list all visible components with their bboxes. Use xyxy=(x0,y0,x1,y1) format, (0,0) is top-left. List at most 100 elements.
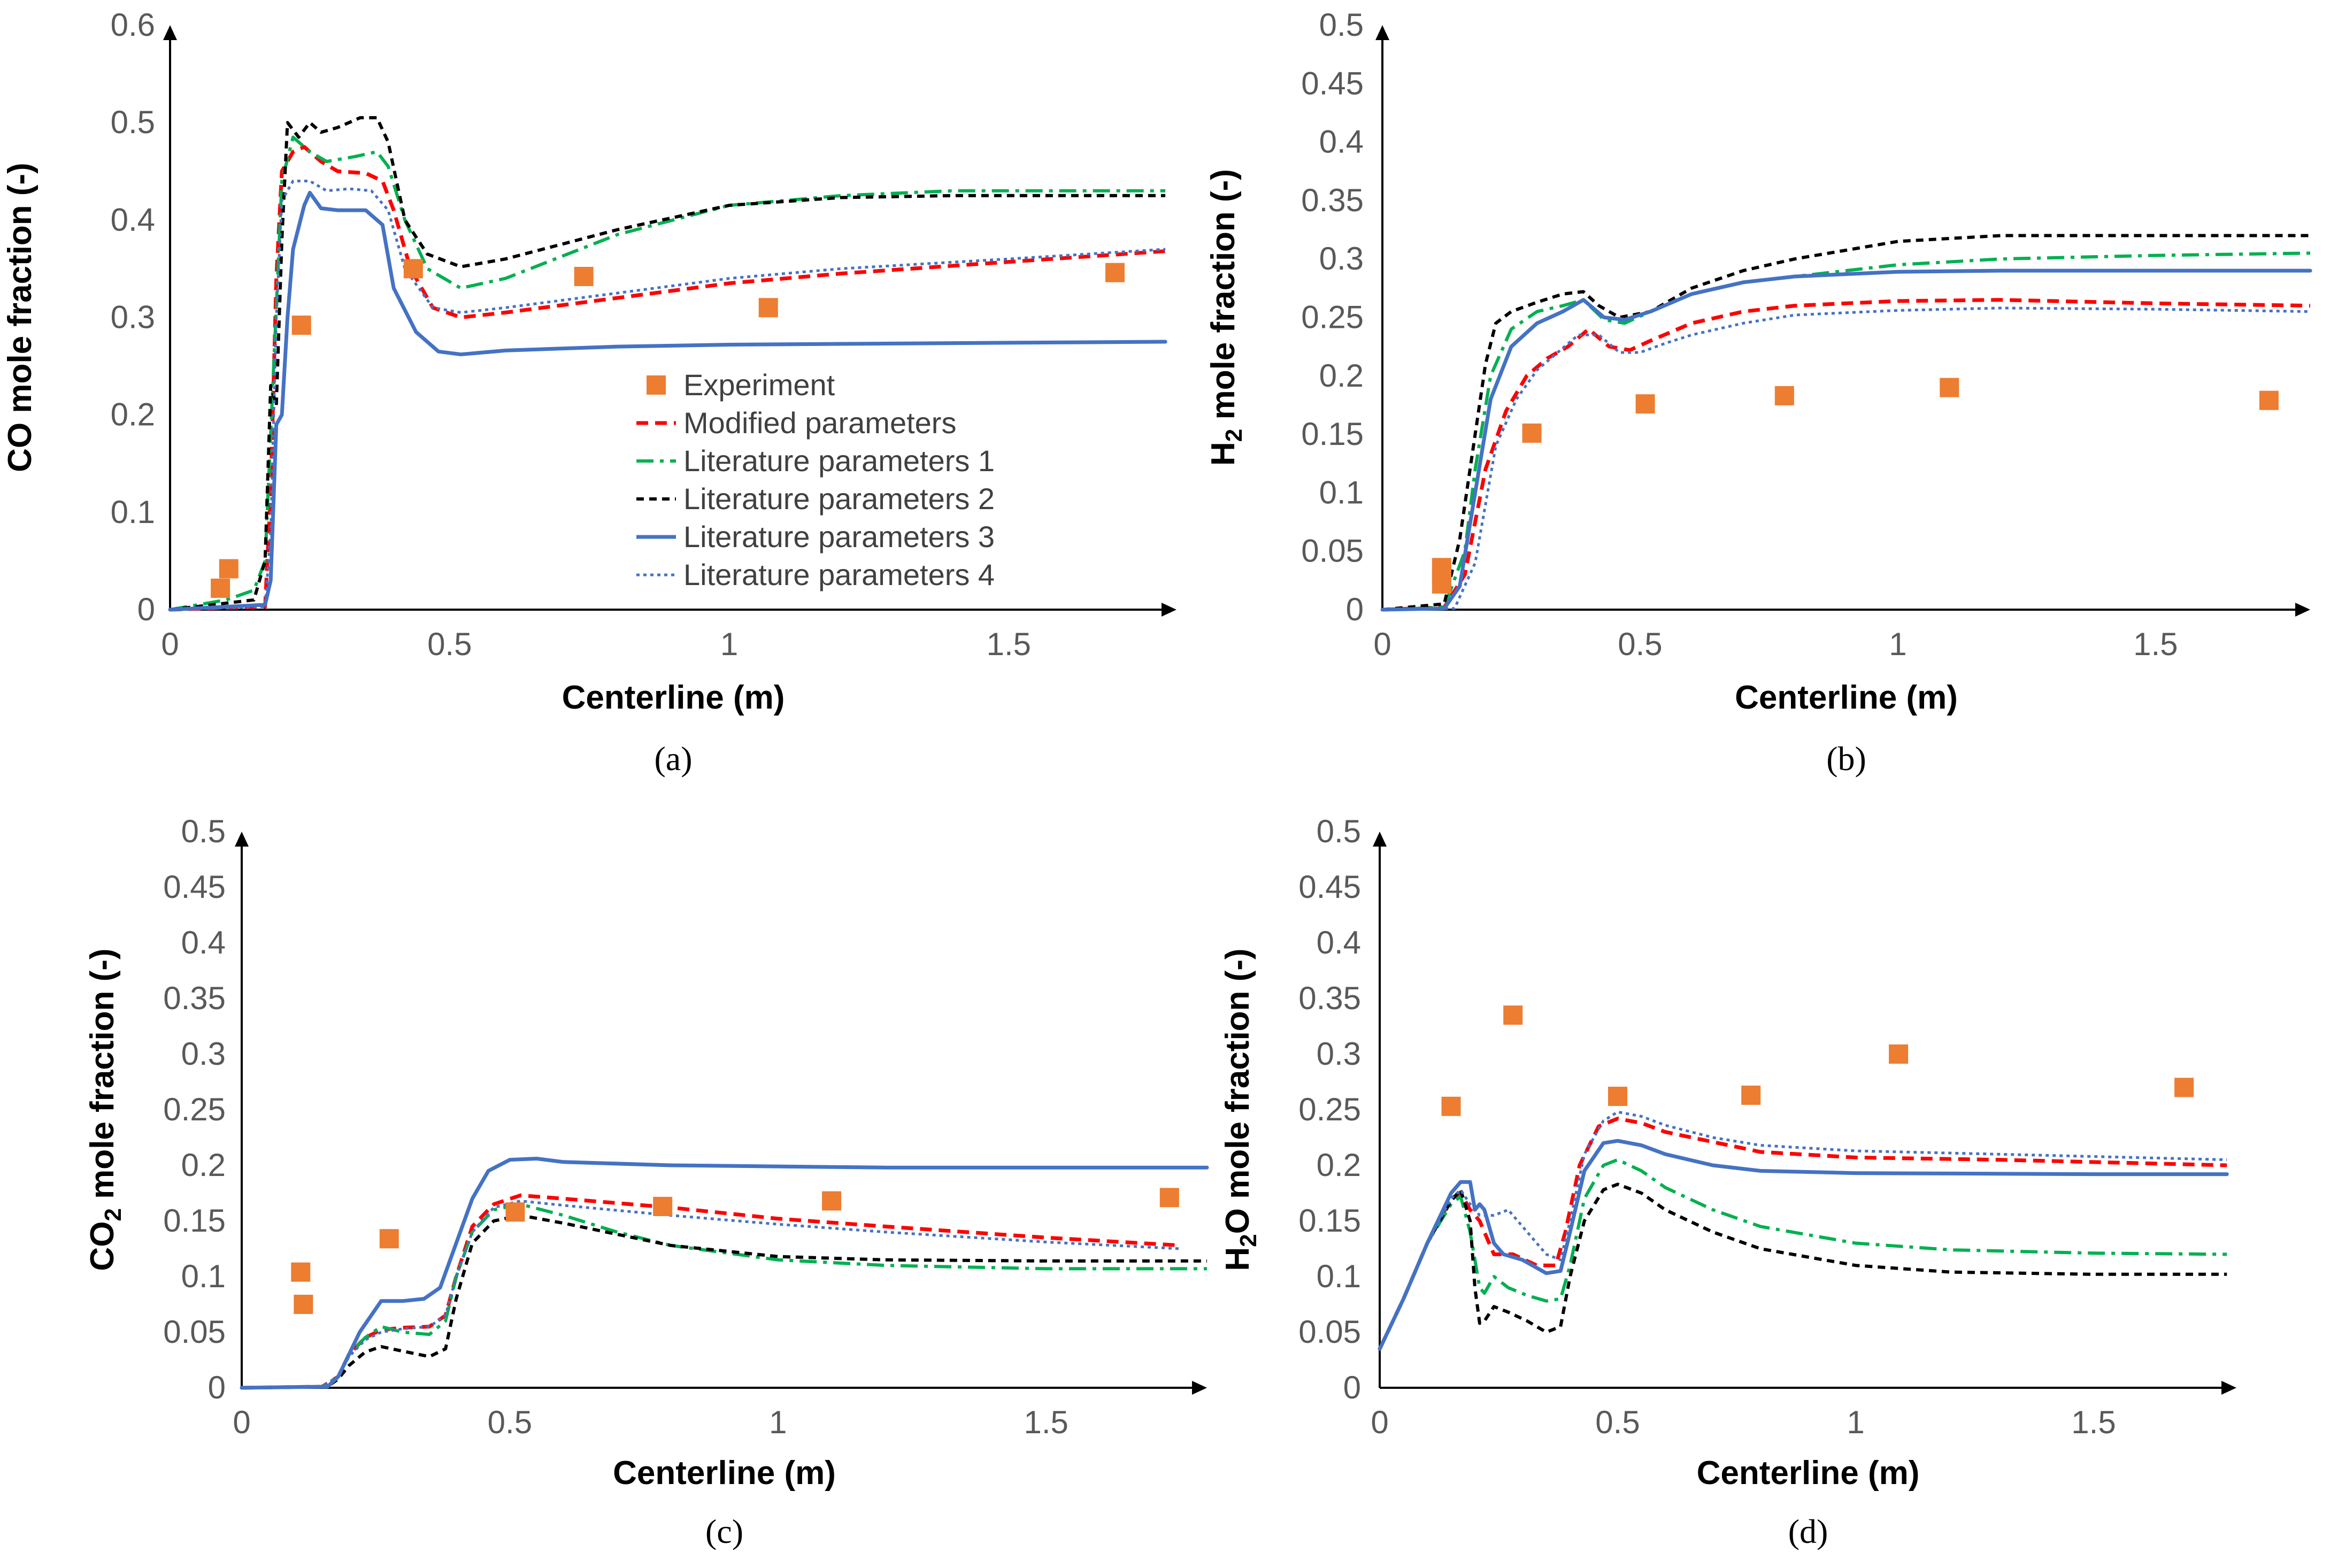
y-axis-arrow xyxy=(235,832,249,847)
y-tick-label: 0.35 xyxy=(1301,182,1364,218)
y-tick-label: 0 xyxy=(137,591,155,627)
series-line-literature-parameters-4 xyxy=(241,1200,1181,1389)
y-tick-label: 0.5 xyxy=(1317,813,1361,849)
legend-item: Modified parameters xyxy=(636,406,956,440)
y-tick-label: 0.2 xyxy=(111,397,155,433)
y-tick-label: 0.3 xyxy=(181,1036,226,1072)
x-tick-label: 0.5 xyxy=(488,1404,532,1440)
x-tick-label: 1.5 xyxy=(2071,1404,2116,1440)
experiment-point xyxy=(505,1202,525,1222)
x-axis-arrow xyxy=(2221,1381,2236,1395)
y-axis-title: H2 mole fraction (-) xyxy=(1205,169,1247,466)
x-axis-title: Centerline (m) xyxy=(613,1455,836,1492)
legend-marker xyxy=(647,375,666,395)
y-tick-label: 0.1 xyxy=(1319,474,1364,510)
y-tick-label: 0.15 xyxy=(1301,416,1364,452)
legend-label: Literature parameters 3 xyxy=(683,520,995,554)
y-tick-label: 0.25 xyxy=(1298,1092,1361,1127)
experiment-point xyxy=(2174,1078,2194,1097)
experiment-point xyxy=(1432,558,1451,578)
y-tick-label: 0.35 xyxy=(1298,980,1361,1016)
experiment-point xyxy=(653,1196,673,1216)
experiment-point xyxy=(294,1295,313,1314)
legend-item: Literature parameters 3 xyxy=(636,520,995,554)
series-line-modified-parameters xyxy=(170,145,1166,612)
y-tick-label: 0.05 xyxy=(1298,1314,1361,1350)
y-tick-label: 0.3 xyxy=(111,299,155,335)
series-line-literature-parameters-3 xyxy=(168,190,1167,612)
y-tick-label: 0.05 xyxy=(1301,533,1364,569)
legend: Experiment Modified parameters Literature … xyxy=(636,368,995,591)
x-tick-label: 1 xyxy=(769,1404,787,1440)
x-tick-label: 0.5 xyxy=(1595,1404,1640,1440)
y-tick-label: 0.4 xyxy=(1317,925,1361,960)
experiment-point xyxy=(291,316,311,335)
experiment-point xyxy=(1105,263,1125,282)
y-tick-label: 0.6 xyxy=(111,7,155,43)
y-tick-label: 0.1 xyxy=(181,1258,226,1294)
y-tick-label: 0.05 xyxy=(163,1314,226,1350)
chart-panel-d: 0 0.5 1 1.5 0 0.05 0.1 0.15 0.2 0.25 0.3 0.35 0.4 0.4… xyxy=(1219,813,2236,1550)
experiment-point xyxy=(1441,1096,1461,1116)
x-axis-arrow xyxy=(1162,603,1176,617)
y-tick-label: 0.1 xyxy=(111,494,155,530)
x-tick-label: 1.5 xyxy=(987,626,1031,662)
y-axis-title: H2O mole fraction (-) xyxy=(1219,948,1262,1271)
x-tick-label: 0 xyxy=(161,626,179,662)
series-line-literature-parameters-3 xyxy=(1380,268,2312,612)
y-axis-arrow xyxy=(1375,25,1389,40)
y-axis-arrow xyxy=(1373,832,1387,847)
experiment-point xyxy=(219,559,239,579)
experiment-point xyxy=(1503,1005,1523,1025)
legend-item: Experiment xyxy=(647,368,835,402)
experiment-point xyxy=(1608,1087,1627,1106)
y-tick-label: 0.25 xyxy=(163,1092,226,1127)
y-axis-title: CO2 mole fraction (-) xyxy=(84,948,126,1271)
y-tick-label: 0.3 xyxy=(1317,1036,1361,1072)
y-tick-label: 0.3 xyxy=(1319,241,1364,276)
x-tick-label: 1.5 xyxy=(1024,1404,1068,1440)
x-axis-arrow xyxy=(2295,603,2310,617)
y-tick-label: 0.1 xyxy=(1317,1258,1361,1294)
y-tick-label: 0.45 xyxy=(1298,869,1361,905)
x-axis-title: Centerline (m) xyxy=(1697,1455,1920,1492)
y-tick-label: 0.5 xyxy=(1319,7,1364,43)
y-tick-label: 0.4 xyxy=(111,202,155,237)
experiment-point xyxy=(291,1262,311,1282)
y-tick-label: 0.2 xyxy=(1317,1147,1361,1183)
experiment-point xyxy=(211,578,230,598)
legend-item: Literature parameters 1 xyxy=(636,444,995,478)
series-line-literature-parameters-2 xyxy=(170,116,1166,611)
panel-label: (d) xyxy=(1788,1512,1828,1550)
series-line-literature-parameters-3 xyxy=(1378,1139,2229,1351)
y-tick-label: 0 xyxy=(208,1370,226,1405)
chart-panel-c: 0 0.5 1 1.5 0 0.05 0.1 0.15 0.2 0.25 0.3 0.35 0.4 0.4… xyxy=(84,813,1209,1550)
y-tick-label: 0.5 xyxy=(181,813,226,849)
panel-label: (a) xyxy=(654,740,692,778)
experiment-point xyxy=(1889,1044,1909,1064)
legend-label: Literature parameters 4 xyxy=(683,558,995,591)
y-tick-label: 0.2 xyxy=(181,1147,226,1183)
series-line-literature-parameters-3 xyxy=(240,1157,1209,1390)
x-tick-label: 0 xyxy=(1371,1404,1388,1440)
y-tick-label: 0.35 xyxy=(163,980,226,1016)
y-tick-label: 0.4 xyxy=(1319,124,1364,160)
x-axis-title: Centerline (m) xyxy=(562,679,785,716)
x-tick-label: 1.5 xyxy=(2133,626,2178,662)
legend-label: Modified parameters xyxy=(683,406,956,440)
y-tick-label: 0.15 xyxy=(163,1203,226,1239)
experiment-point xyxy=(1741,1085,1761,1105)
experiment-point xyxy=(1159,1188,1179,1208)
x-tick-label: 0 xyxy=(233,1404,250,1440)
x-tick-label: 0 xyxy=(1373,626,1391,662)
series-line-modified-parameters xyxy=(1382,298,2311,612)
x-axis-arrow xyxy=(1192,1381,1207,1395)
experiment-point xyxy=(758,298,778,318)
y-tick-label: 0.15 xyxy=(1298,1203,1361,1239)
y-tick-label: 0.5 xyxy=(111,104,155,140)
experiment-point xyxy=(574,266,594,286)
y-tick-label: 0 xyxy=(1346,591,1364,627)
experiment-point xyxy=(1940,378,1959,397)
series-line-literature-parameters-2 xyxy=(1378,1182,2227,1350)
